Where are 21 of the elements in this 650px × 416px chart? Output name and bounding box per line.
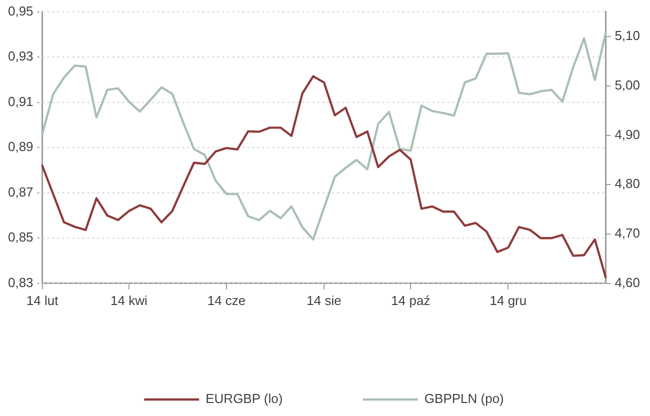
y2-tick-label: 5,10: [614, 28, 640, 44]
y-tick-label: 0,83: [8, 274, 34, 290]
y-tick-label: 0,95: [8, 3, 34, 18]
y2-tick-label: 4,60: [614, 274, 640, 290]
y2-tick-label: 4,90: [614, 126, 640, 142]
legend-label: GBPPLN (po): [424, 391, 504, 406]
x-tick-label: 14 lut: [26, 292, 59, 308]
x-tick-label: 14 cze: [207, 292, 246, 308]
y-tick-label: 0,85: [8, 230, 34, 245]
y2-tick-label: 5,00: [614, 77, 640, 92]
y-tick-label: 0,93: [8, 48, 34, 64]
x-tick-label: 14 sie: [306, 292, 342, 308]
x-tick-label: 14 gru: [490, 292, 527, 308]
legend-label: EURGBP (lo): [206, 391, 283, 406]
y2-tick-label: 4,80: [614, 176, 640, 192]
y-tick-label: 0,87: [8, 184, 34, 200]
y-tick-label: 0,89: [8, 139, 34, 154]
x-tick-label: 14 paź: [391, 292, 430, 308]
y-tick-label: 0,91: [8, 94, 34, 109]
x-tick-label: 14 kwi: [110, 292, 148, 308]
y2-tick-label: 4,70: [614, 226, 640, 241]
